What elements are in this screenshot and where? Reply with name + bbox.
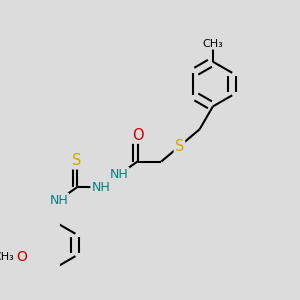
Text: S: S [175,139,184,154]
Text: CH₃: CH₃ [0,253,14,262]
Text: O: O [17,250,28,265]
Text: NH: NH [92,181,110,194]
Text: NH: NH [110,168,128,181]
Text: S: S [72,153,82,168]
Text: CH₃: CH₃ [202,39,223,49]
Text: O: O [132,128,143,143]
Text: NH: NH [49,194,68,207]
